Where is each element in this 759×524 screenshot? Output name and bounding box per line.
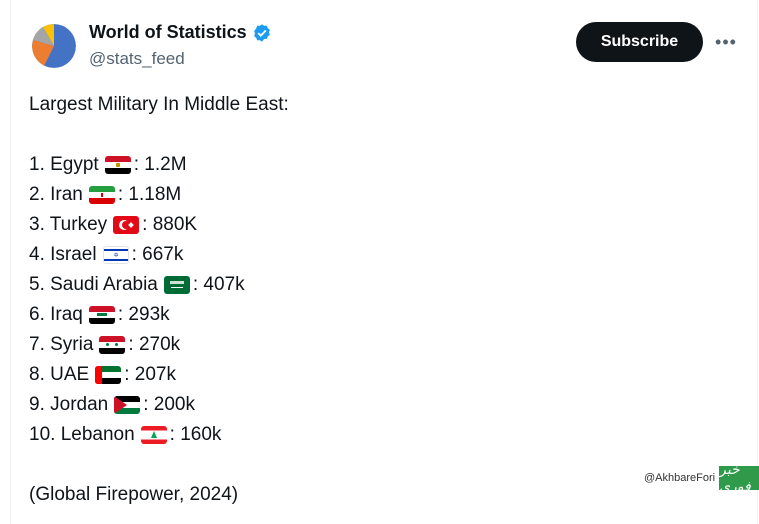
military-size: : 1.2M bbox=[133, 154, 187, 175]
country-label: 1. Egypt bbox=[29, 154, 99, 175]
military-size: : 1.18M bbox=[117, 184, 182, 205]
syria-flag-icon bbox=[99, 336, 126, 354]
tweet-text: Largest Military In Middle East: 1. Egyp… bbox=[29, 90, 289, 510]
tweet-card bbox=[10, 0, 758, 524]
military-size: : 880K bbox=[142, 214, 198, 235]
military-size: : 200k bbox=[143, 394, 195, 415]
uae-flag-icon bbox=[95, 366, 122, 384]
iran-flag-icon bbox=[88, 186, 115, 204]
country-label: 9. Jordan bbox=[29, 394, 109, 415]
military-size: : 293k bbox=[117, 304, 170, 325]
turkey-flag-icon bbox=[113, 216, 140, 234]
list-item: 5. Saudi Arabia : 407k bbox=[29, 270, 289, 300]
israel-flag-icon: ✡ bbox=[102, 246, 129, 264]
list-item: 2. Iran : 1.18M bbox=[29, 180, 289, 210]
subscribe-button[interactable]: Subscribe bbox=[576, 22, 703, 62]
country-label: 5. Saudi Arabia bbox=[29, 274, 158, 295]
watermark-text: @AkhbareFori bbox=[644, 472, 716, 484]
avatar[interactable] bbox=[32, 24, 76, 68]
lebanon-flag-icon bbox=[140, 426, 167, 444]
list-item: 9. Jordan : 200k bbox=[29, 390, 289, 420]
list-item: 10. Lebanon : 160k bbox=[29, 420, 289, 450]
list-item: 4. Israel ✡ : 667k bbox=[29, 240, 289, 270]
egypt-flag-icon bbox=[104, 156, 131, 174]
watermark: @AkhbareFori خبر فوری bbox=[640, 461, 759, 494]
country-label: 7. Syria bbox=[29, 334, 94, 355]
tweet-source: (Global Firepower, 2024) bbox=[29, 484, 239, 505]
author-name-row[interactable]: World of Statistics bbox=[89, 22, 272, 43]
country-label: 3. Turkey bbox=[29, 214, 108, 235]
list-item: 7. Syria : 270k bbox=[29, 330, 289, 360]
author-name[interactable]: World of Statistics bbox=[89, 22, 247, 42]
verified-badge-icon bbox=[253, 23, 270, 42]
watermark-logo: خبر فوری bbox=[719, 461, 759, 494]
list-item: 3. Turkey : 880K bbox=[29, 210, 289, 240]
blank-line bbox=[29, 450, 289, 480]
iraq-flag-icon bbox=[88, 306, 115, 324]
country-label: 10. Lebanon bbox=[29, 424, 135, 445]
list-item: 1. Egypt : 1.2M bbox=[29, 150, 289, 180]
country-label: 6. Iraq bbox=[29, 304, 83, 325]
military-size: : 270k bbox=[128, 334, 181, 355]
more-options-icon[interactable]: ••• bbox=[715, 32, 737, 52]
country-label: 2. Iran bbox=[29, 184, 83, 205]
military-size: : 207k bbox=[124, 364, 176, 385]
military-size: : 667k bbox=[131, 244, 184, 265]
list-item: 8. UAE : 207k bbox=[29, 360, 289, 390]
list-item: 6. Iraq : 293k bbox=[29, 300, 289, 330]
blank-line bbox=[29, 120, 289, 150]
military-size: : 160k bbox=[169, 424, 222, 445]
saudi-arabia-flag-icon bbox=[163, 276, 190, 294]
military-size: : 407k bbox=[192, 274, 245, 295]
jordan-flag-icon bbox=[114, 396, 141, 414]
country-label: 8. UAE bbox=[29, 364, 90, 385]
tweet-title: Largest Military In Middle East: bbox=[29, 94, 289, 115]
author-handle[interactable]: @stats_feed bbox=[89, 49, 185, 68]
country-label: 4. Israel bbox=[29, 244, 97, 265]
